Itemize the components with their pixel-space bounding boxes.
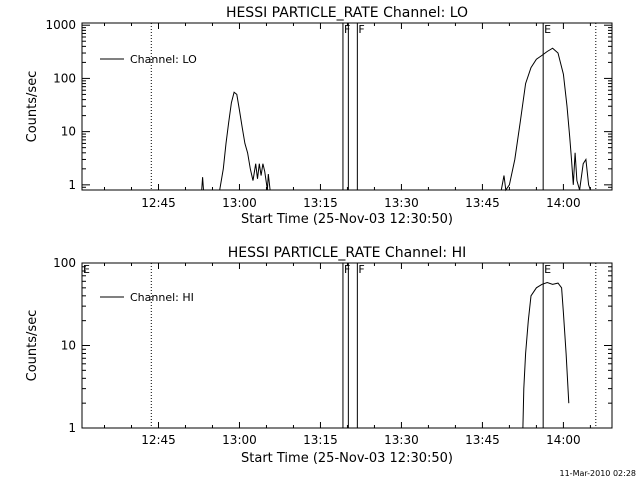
- x-tick-label: 13:30: [384, 196, 419, 210]
- marker-label: F: [344, 263, 350, 276]
- legend-label: Channel: LO: [130, 53, 197, 66]
- x-tick-label: 13:30: [384, 433, 419, 447]
- x-tick-label: 13:45: [465, 433, 500, 447]
- x-tick-label: 13:45: [465, 196, 500, 210]
- plot-frame: [81, 262, 613, 429]
- x-tick-label: 12:45: [141, 196, 176, 210]
- chart-title: HESSI PARTICLE_RATE Channel: LO: [226, 5, 468, 21]
- x-axis-label: Start Time (25-Nov-03 12:30:50): [241, 212, 453, 227]
- x-axis-label: Start Time (25-Nov-03 12:30:50): [241, 451, 453, 466]
- marker-label: E: [544, 23, 551, 36]
- legend-label: Channel: HI: [130, 291, 194, 304]
- x-tick-label: 12:45: [141, 433, 176, 447]
- x-tick-label: 13:15: [303, 196, 338, 210]
- y-tick-label: 1: [68, 421, 76, 435]
- marker-label: F: [358, 23, 364, 36]
- y-tick-label: 100: [53, 71, 76, 85]
- chart-title: HESSI PARTICLE_RATE Channel: HI: [228, 245, 466, 261]
- x-tick-label: 13:00: [222, 196, 257, 210]
- x-tick-label: 13:00: [222, 433, 257, 447]
- x-tick-label: 13:15: [303, 433, 338, 447]
- plot-frame: [81, 22, 613, 191]
- y-tick-label: 1: [68, 178, 76, 192]
- y-axis-label: Counts/sec: [25, 310, 40, 382]
- x-tick-label: 14:00: [546, 433, 581, 447]
- marker-label: E: [544, 263, 551, 276]
- series-line: [522, 281, 570, 429]
- marker-label: F: [358, 263, 364, 276]
- y-tick-label: 10: [61, 125, 76, 139]
- y-axis-label: Counts/sec: [25, 71, 40, 143]
- marker-label: F: [344, 23, 350, 36]
- y-tick-label: 1000: [45, 18, 76, 32]
- marker-label: E: [83, 263, 90, 276]
- series-line: [500, 47, 591, 192]
- y-tick-label: 10: [61, 339, 76, 353]
- y-tick-label: 100: [53, 256, 76, 270]
- series-line: [201, 91, 271, 191]
- x-tick-label: 14:00: [546, 196, 581, 210]
- footer-timestamp: 11-Mar-2010 02:28: [560, 469, 637, 478]
